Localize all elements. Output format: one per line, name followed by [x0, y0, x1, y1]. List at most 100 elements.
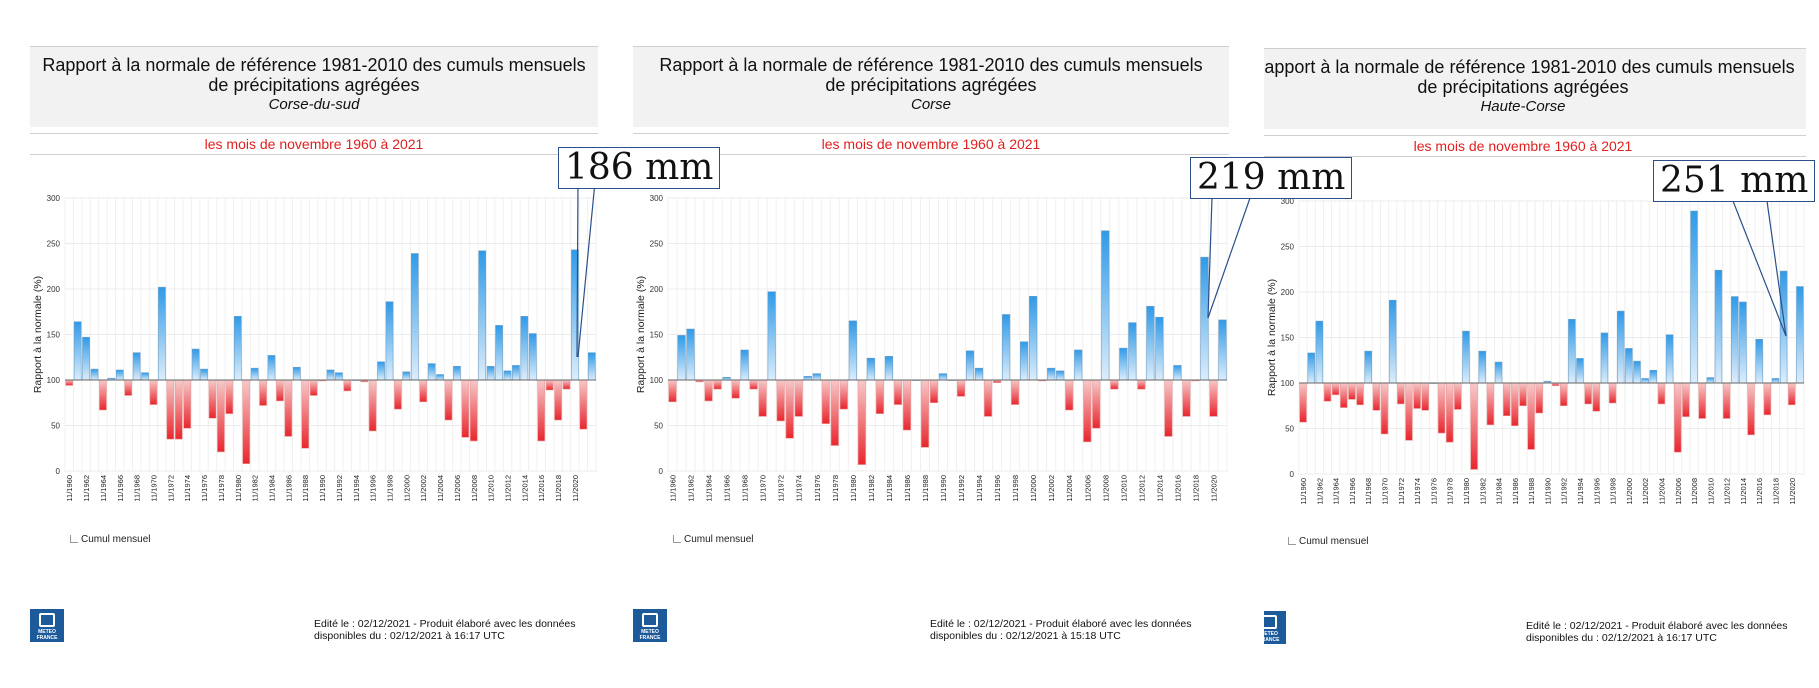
x-tick-label: 11/1962	[687, 475, 696, 502]
bar	[848, 320, 857, 381]
bar	[713, 379, 722, 390]
bar	[233, 316, 242, 381]
bar	[141, 372, 149, 381]
bar	[758, 379, 767, 417]
bar	[301, 379, 310, 449]
callout-value: 219 mm	[1190, 157, 1353, 199]
legend: Cumul mensuel	[1288, 536, 1368, 547]
bar	[1307, 352, 1315, 384]
bar	[1119, 347, 1128, 381]
bar	[794, 379, 803, 417]
bar	[377, 361, 385, 381]
x-tick-label: 11/2012	[1723, 478, 1732, 505]
bar	[259, 379, 267, 406]
bar	[554, 379, 562, 421]
bar	[965, 350, 975, 381]
bar	[1101, 230, 1110, 381]
bar	[158, 286, 166, 381]
bar	[668, 379, 677, 403]
bar	[1331, 382, 1340, 396]
x-tick-label: 11/1996	[369, 475, 378, 502]
bar	[1788, 382, 1796, 406]
bar	[385, 301, 394, 381]
chart-title-box: Rapport à la normale de référence 1981-2…	[1264, 48, 1806, 129]
x-tick-label: 11/2010	[1119, 475, 1128, 502]
x-tick-label: 11/1970	[150, 475, 159, 502]
bar	[902, 379, 912, 431]
x-tick-label: 11/1974	[1413, 478, 1422, 505]
bar	[812, 373, 821, 381]
y-tick-label: 200	[47, 285, 61, 294]
bar	[686, 328, 695, 381]
x-tick-label: 11/2008	[470, 475, 479, 502]
x-tick-label: 11/2006	[1083, 475, 1092, 502]
footer-note: Edité le : 02/12/2021 - Produit élaboré …	[930, 618, 1192, 642]
bar	[537, 379, 546, 442]
bar	[82, 336, 90, 381]
x-tick-label: 11/1960	[65, 475, 74, 502]
y-tick-label: 100	[650, 376, 664, 385]
chart-title-line1: Rapport à la normale de référence 1981-2…	[42, 55, 586, 75]
bar	[731, 379, 740, 399]
callout-value: 186 mm	[558, 147, 721, 189]
bar	[1690, 210, 1698, 384]
meteo-france-logo: METEO FRANCE	[1264, 611, 1286, 644]
x-tick-label: 11/1988	[921, 475, 930, 502]
bar	[938, 373, 948, 381]
x-tick-label: 11/2010	[487, 475, 496, 502]
x-tick-label: 11/1982	[867, 475, 876, 502]
x-tick-label: 11/1998	[1609, 478, 1618, 505]
x-tick-label: 11/2018	[554, 475, 563, 502]
x-tick-label: 11/1976	[813, 475, 822, 502]
x-tick-label: 11/1988	[301, 475, 310, 502]
bar	[579, 379, 588, 430]
bar	[276, 379, 284, 402]
callout-value: 251 mm	[1653, 160, 1816, 202]
bar	[1462, 330, 1470, 384]
x-tick-label: 11/2002	[1047, 475, 1056, 502]
chart-panel-haute-corse: Rapport à la normale de référence 1981-2…	[1264, 0, 1806, 688]
bar	[545, 379, 554, 391]
bar	[1405, 382, 1413, 441]
x-tick-label: 11/2012	[1137, 475, 1146, 502]
bar	[436, 374, 444, 381]
bar	[217, 379, 225, 453]
bar	[956, 379, 966, 397]
bar	[1323, 382, 1332, 402]
bar	[343, 379, 352, 392]
bar	[284, 379, 293, 437]
bar	[65, 379, 74, 386]
x-tick-label: 11/2004	[436, 475, 445, 502]
bar	[803, 376, 812, 381]
bar	[1182, 379, 1191, 417]
logo-mark-icon	[642, 613, 658, 627]
chart-subtitle: les mois de novembre 1960 à 2021	[633, 133, 1229, 155]
x-tick-label: 11/2012	[504, 475, 513, 502]
footer-note: Edité le : 02/12/2021 - Produit élaboré …	[1526, 620, 1788, 644]
y-tick-label: 100	[47, 376, 61, 385]
x-tick-label: 11/1976	[200, 475, 209, 502]
footer-line1: Edité le : 02/12/2021 - Produit élaboré …	[1526, 620, 1788, 632]
x-tick-label: 11/2014	[1739, 478, 1748, 505]
chart-region: Corse-du-sud	[268, 96, 360, 113]
bar	[920, 379, 930, 448]
bar	[528, 333, 537, 381]
x-tick-label: 11/1984	[885, 475, 894, 502]
bar	[767, 291, 776, 381]
x-tick-label: 11/1970	[759, 475, 768, 502]
x-tick-label: 11/1996	[1592, 478, 1601, 505]
x-tick-label: 11/2002	[1641, 478, 1650, 505]
bar	[1527, 382, 1535, 450]
x-tick-label: 11/1962	[82, 475, 91, 502]
bar	[1155, 316, 1164, 381]
bar	[1011, 379, 1020, 405]
x-tick-label: 11/1964	[1332, 478, 1341, 505]
x-tick-label: 11/1992	[1560, 478, 1569, 505]
chart-title-box: Rapport à la normale de référence 1981-2…	[30, 46, 598, 127]
chart-title-line1: Rapport à la normale de référence 1981-2…	[1264, 57, 1795, 77]
bar	[1576, 358, 1584, 384]
bar	[1437, 382, 1446, 434]
bar	[1128, 322, 1137, 381]
bar	[1356, 382, 1364, 406]
bar	[1002, 314, 1011, 381]
